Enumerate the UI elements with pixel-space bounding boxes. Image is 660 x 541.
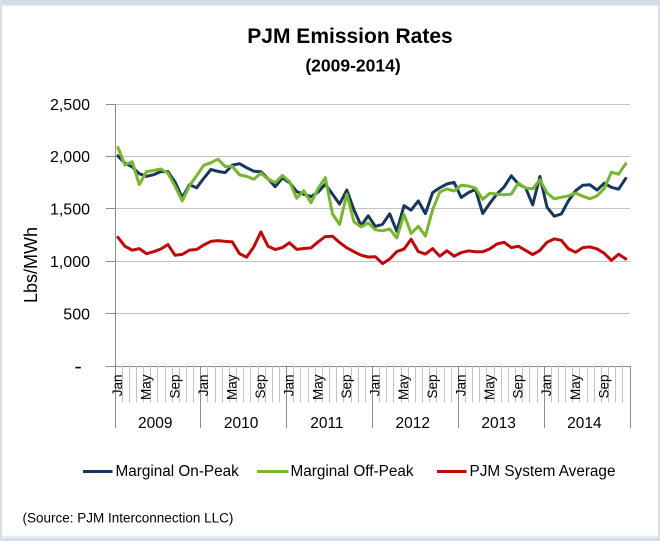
svg-text:2009: 2009 — [138, 415, 172, 432]
svg-text:Jan: Jan — [282, 375, 297, 397]
svg-text:1,000: 1,000 — [50, 254, 90, 271]
svg-text:May: May — [568, 374, 583, 400]
svg-text:PJM System Average: PJM System Average — [470, 463, 616, 480]
svg-text:2011: 2011 — [310, 415, 343, 432]
svg-text:May: May — [482, 374, 497, 400]
svg-text:2012: 2012 — [395, 415, 429, 432]
svg-text:500: 500 — [63, 306, 90, 323]
svg-text:(2009-2014): (2009-2014) — [305, 56, 400, 76]
svg-text:Marginal Off-Peak: Marginal Off-Peak — [291, 463, 414, 480]
svg-text:May: May — [139, 374, 154, 400]
svg-text:1,500: 1,500 — [50, 202, 90, 219]
svg-text:Sep: Sep — [167, 375, 182, 399]
svg-text:2,000: 2,000 — [50, 149, 90, 166]
svg-text:(Source: PJM Interconnection L: (Source: PJM Interconnection LLC) — [23, 511, 234, 526]
svg-text:May: May — [396, 374, 411, 400]
svg-text:2013: 2013 — [481, 415, 515, 432]
svg-text:Jan: Jan — [453, 375, 468, 397]
svg-text:Jan: Jan — [110, 375, 125, 397]
svg-text:2014: 2014 — [567, 415, 602, 432]
svg-text:Sep: Sep — [597, 375, 612, 399]
svg-text:Jan: Jan — [196, 375, 211, 397]
svg-text:Sep: Sep — [253, 375, 268, 399]
svg-text:Jan: Jan — [368, 375, 383, 397]
svg-text:Sep: Sep — [339, 375, 354, 399]
svg-text:Sep: Sep — [425, 375, 440, 399]
svg-text:Lbs/MWh: Lbs/MWh — [21, 227, 41, 303]
svg-text:2010: 2010 — [224, 415, 259, 432]
svg-text:PJM Emission Rates: PJM Emission Rates — [247, 25, 452, 48]
svg-text:May: May — [225, 374, 240, 400]
svg-text:2,500: 2,500 — [50, 97, 90, 114]
svg-text:Marginal On-Peak: Marginal On-Peak — [116, 463, 240, 480]
svg-text:Jan: Jan — [539, 375, 554, 397]
svg-text:May: May — [310, 374, 325, 400]
svg-text:Sep: Sep — [511, 375, 526, 399]
